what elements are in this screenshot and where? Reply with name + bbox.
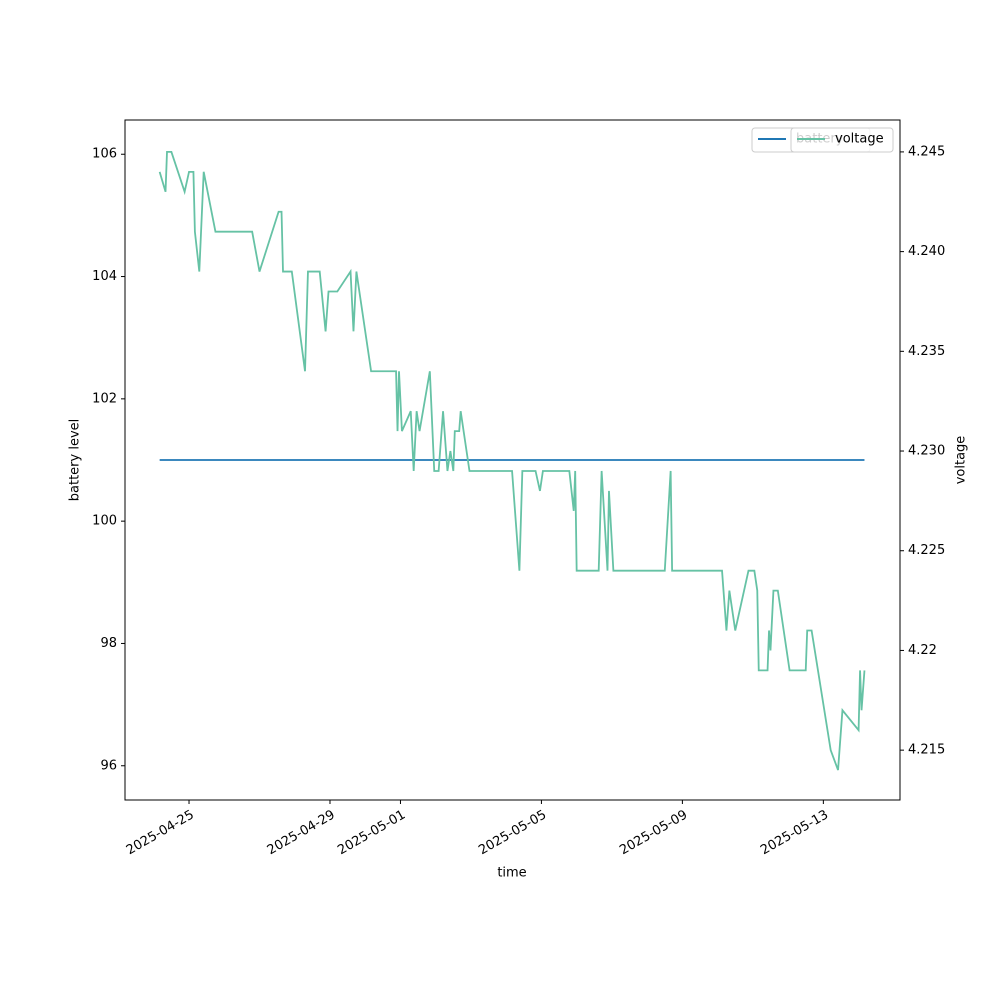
x-axis-label: time [497, 866, 526, 881]
legend-box [790, 127, 894, 153]
x-tick-label: 2025-05-05 [476, 808, 549, 859]
x-tick-label: 2025-05-01 [335, 808, 408, 859]
y-axis-label: battery level [68, 419, 83, 502]
y2-tick-label: 4.235 [908, 344, 945, 359]
y-tick-label: 106 [92, 147, 117, 162]
y2-tick-label: 4.22 [908, 643, 937, 658]
y2-tick-label: 4.215 [908, 743, 945, 758]
x-tick-label: 2025-05-09 [617, 808, 690, 859]
plot-frame [124, 119, 901, 801]
y2-tick-label: 4.240 [908, 244, 945, 259]
x-tick-label: 2025-04-25 [124, 808, 197, 859]
legend-label: voltage [835, 132, 884, 147]
y-tick-label: 98 [100, 636, 117, 651]
y-tick-label: 96 [100, 758, 117, 773]
line-voltage [158, 151, 866, 771]
y2-tick-label: 4.230 [908, 444, 945, 459]
x-tick-label: 2025-05-13 [758, 808, 831, 859]
y-tick-label: 100 [92, 514, 117, 529]
y2-tick-label: 4.225 [908, 543, 945, 558]
y2-axis-label: voltage [954, 436, 969, 485]
y2-tick-label: 4.245 [908, 144, 945, 159]
y-tick-label: 102 [92, 391, 117, 406]
x-tick-label: 2025-04-29 [265, 808, 338, 859]
y-tick-label: 104 [92, 269, 117, 284]
